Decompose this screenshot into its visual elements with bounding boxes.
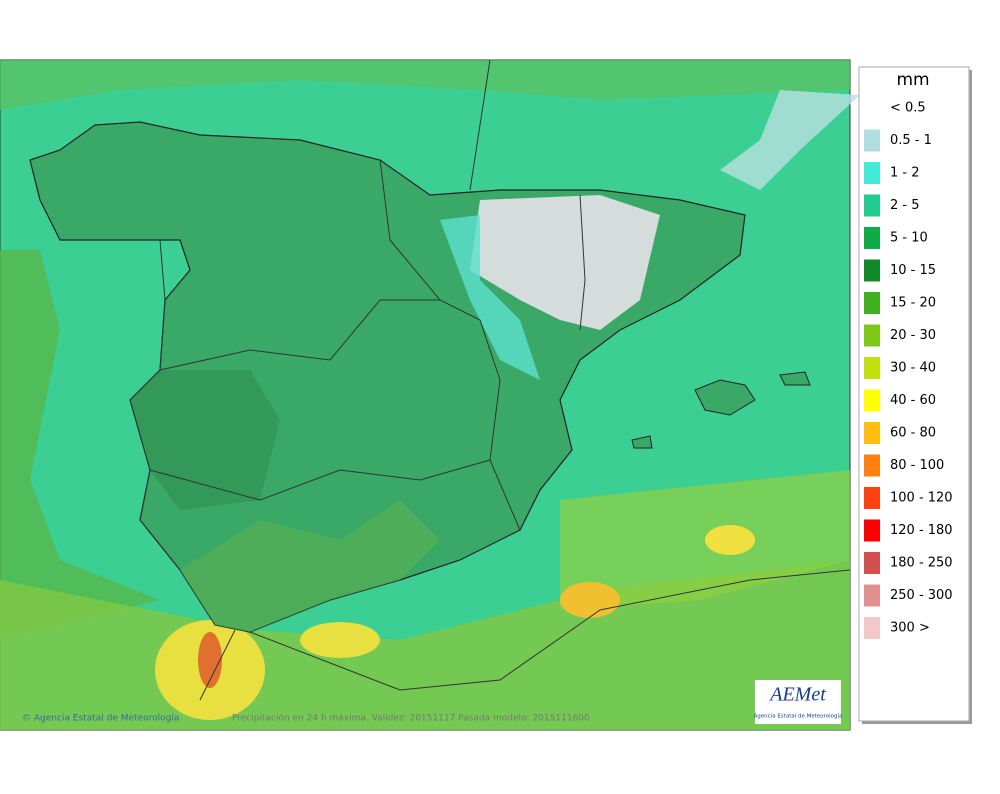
legend-label: 2 - 5 bbox=[890, 198, 920, 213]
legend-label: 0.5 - 1 bbox=[890, 133, 932, 148]
precip-blob bbox=[198, 632, 222, 688]
legend-label: 300 > bbox=[890, 621, 930, 636]
precip-blob bbox=[560, 582, 620, 618]
border bbox=[129, 239, 181, 571]
dry-area bbox=[470, 195, 660, 330]
legend-swatch bbox=[864, 617, 880, 639]
border bbox=[469, 59, 491, 191]
legend-swatch bbox=[864, 552, 880, 574]
coast bbox=[249, 569, 851, 691]
legend-label: 1 - 2 bbox=[890, 166, 920, 181]
legend-label: 180 - 250 bbox=[890, 556, 953, 571]
border bbox=[579, 194, 586, 331]
legend-swatch bbox=[864, 97, 880, 119]
legend-swatch bbox=[864, 389, 880, 412]
legend-swatch bbox=[864, 357, 880, 379]
credit: © Agencia Estatal de Meteorología bbox=[22, 714, 179, 724]
legend-label: 250 - 300 bbox=[890, 588, 953, 603]
legend-label: 60 - 80 bbox=[890, 426, 936, 441]
island bbox=[631, 435, 653, 449]
map: © Agencia Estatal de Meteorología Precip… bbox=[0, 59, 860, 731]
logo-subtitle: Agencia Estatal de Meteorología bbox=[754, 713, 843, 720]
legend-label: 5 - 10 bbox=[890, 231, 928, 246]
legend-swatch bbox=[864, 324, 880, 347]
legend-label: 100 - 120 bbox=[890, 491, 953, 506]
legend-swatch bbox=[864, 422, 880, 444]
border bbox=[199, 629, 236, 701]
legend-swatch bbox=[864, 292, 880, 314]
legend-label: 10 - 15 bbox=[890, 263, 936, 278]
borders bbox=[129, 59, 851, 701]
legend-label: 80 - 100 bbox=[890, 458, 944, 473]
legend-label: 15 - 20 bbox=[890, 296, 936, 311]
legend-label: 30 - 40 bbox=[890, 361, 936, 376]
border bbox=[149, 459, 491, 501]
info: Precipitación en 24 h máxima. Validez: 2… bbox=[232, 713, 590, 724]
dry-area bbox=[720, 90, 860, 190]
legend-swatch bbox=[864, 194, 880, 217]
logo-name: AEMet bbox=[768, 684, 826, 706]
legend-swatch bbox=[864, 129, 880, 152]
legend-label: < 0.5 bbox=[890, 101, 926, 116]
dry-area bbox=[440, 215, 540, 380]
logo-box bbox=[755, 680, 841, 724]
island bbox=[694, 379, 756, 416]
legend-label: 40 - 60 bbox=[890, 393, 936, 408]
border bbox=[159, 299, 440, 371]
legend-swatch bbox=[864, 519, 880, 542]
legend-swatch bbox=[864, 454, 880, 477]
atlantic-band bbox=[0, 250, 160, 640]
legend-swatch bbox=[864, 487, 880, 509]
legend-label: 20 - 30 bbox=[890, 328, 936, 343]
precip-blob bbox=[300, 622, 380, 658]
precip-blob bbox=[705, 525, 755, 555]
legend-items: < 0.5 0.5 - 1 1 - 2 2 - 5 5 - 10 10 - 15 15 - … bbox=[864, 97, 953, 639]
north-band bbox=[0, 60, 850, 110]
legend-label: 120 - 180 bbox=[890, 523, 953, 538]
legend-swatch bbox=[864, 162, 880, 184]
legend-unit: mm bbox=[896, 70, 929, 90]
legend-swatch bbox=[864, 584, 880, 607]
legend-swatch bbox=[864, 227, 880, 249]
region bbox=[180, 500, 440, 632]
legend-swatch bbox=[864, 259, 880, 282]
island bbox=[779, 371, 811, 386]
